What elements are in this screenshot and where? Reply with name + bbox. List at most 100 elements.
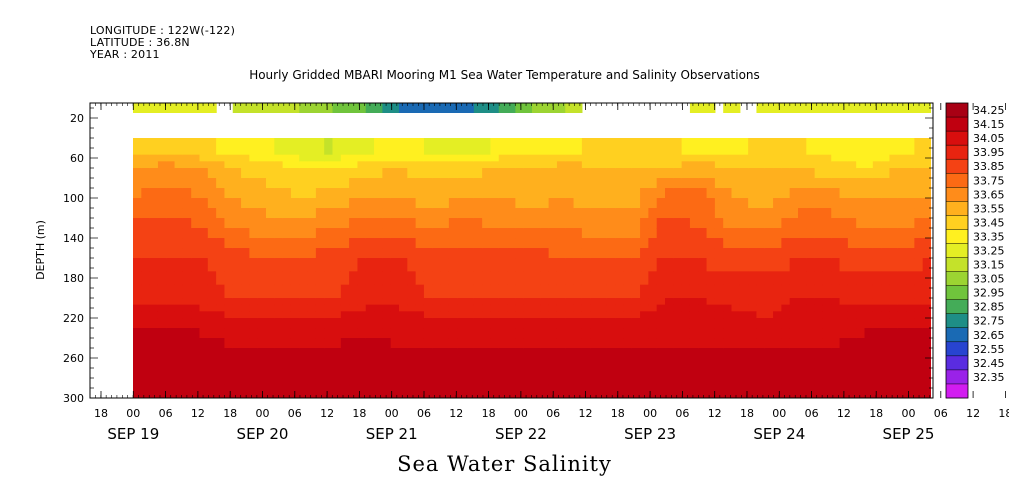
- heatmap-cell: [407, 178, 417, 189]
- heatmap-cell: [523, 368, 533, 379]
- heatmap-cell: [324, 178, 334, 189]
- heatmap-cell: [282, 103, 292, 113]
- heatmap-cell: [349, 298, 359, 306]
- heatmap-cell: [523, 168, 533, 179]
- heatmap-cell: [665, 384, 674, 392]
- heatmap-cell: [457, 384, 467, 392]
- heatmap-cell: [714, 311, 724, 319]
- heatmap-cell: [739, 161, 749, 169]
- heatmap-cell: [532, 258, 541, 272]
- heatmap-cell: [390, 228, 400, 239]
- heatmap-cell: [864, 248, 874, 259]
- heatmap-cell: [241, 384, 250, 392]
- heatmap-cell: [174, 328, 184, 339]
- heatmap-cell: [689, 188, 699, 199]
- heatmap-cell: [906, 208, 915, 219]
- heatmap-cell: [889, 198, 899, 209]
- heatmap-cell: [282, 311, 292, 319]
- heatmap-cell: [182, 228, 192, 239]
- heatmap-cell: [199, 271, 209, 286]
- heatmap-cell: [141, 138, 151, 156]
- heatmap-cell: [756, 391, 766, 398]
- heatmap-cell: [922, 178, 931, 189]
- heatmap-cell: [133, 161, 142, 169]
- heatmap-cell: [423, 218, 433, 229]
- heatmap-cell: [665, 208, 674, 219]
- heatmap-cell: [174, 348, 184, 359]
- heatmap-cell: [640, 161, 649, 169]
- heatmap-cell: [656, 168, 666, 179]
- heatmap-cell: [739, 318, 749, 329]
- heatmap-cell: [856, 228, 866, 239]
- heatmap-cell: [532, 208, 541, 219]
- heatmap-cell: [507, 218, 516, 229]
- heatmap-cell: [407, 318, 417, 329]
- heatmap-cell: [789, 248, 799, 259]
- heatmap-cell: [299, 103, 309, 113]
- heatmap-cell: [207, 338, 217, 349]
- heatmap-cell: [673, 304, 683, 312]
- heatmap-cell: [157, 248, 167, 259]
- heatmap-cell: [548, 161, 558, 169]
- heatmap-cell: [523, 208, 533, 219]
- heatmap-cell: [232, 208, 242, 219]
- colorbar-label: 34.05: [973, 132, 1005, 145]
- heatmap-cell: [232, 103, 242, 113]
- heatmap-cell: [532, 248, 541, 259]
- heatmap-cell: [781, 161, 791, 169]
- heatmap-cell: [648, 271, 658, 286]
- colorbar-swatch: [946, 131, 968, 146]
- heatmap-cell: [656, 161, 666, 169]
- heatmap-cell: [881, 358, 891, 369]
- heatmap-cell: [889, 284, 899, 299]
- heatmap-cell: [606, 338, 616, 349]
- heatmap-cell: [847, 161, 857, 169]
- heatmap-cell: [382, 161, 392, 169]
- heatmap-cell: [573, 368, 583, 379]
- heatmap-cell: [897, 328, 907, 339]
- heatmap-cell: [166, 188, 176, 199]
- heatmap-cell: [798, 328, 807, 339]
- heatmap-cell: [689, 368, 699, 379]
- heatmap-cell: [465, 161, 475, 169]
- heatmap-cell: [199, 161, 209, 169]
- heatmap-cell: [648, 161, 658, 169]
- heatmap-cell: [232, 198, 242, 209]
- heatmap-cell: [390, 138, 400, 156]
- heatmap-cell: [847, 348, 857, 359]
- heatmap-cell: [814, 218, 824, 229]
- heatmap-cell: [906, 238, 915, 249]
- heatmap-cell: [324, 154, 334, 162]
- heatmap-cell: [507, 168, 516, 179]
- heatmap-cell: [623, 154, 633, 162]
- heatmap-cell: [457, 161, 467, 169]
- heatmap-cell: [889, 368, 899, 379]
- heatmap-cell: [133, 258, 142, 272]
- heatmap-cell: [365, 178, 375, 189]
- heatmap-cell: [847, 178, 857, 189]
- heatmap-cell: [623, 384, 633, 392]
- heatmap-cell: [798, 338, 807, 349]
- heatmap-cell: [399, 161, 408, 169]
- x-tick-label: 18: [998, 407, 1009, 420]
- heatmap-cell: [457, 358, 467, 369]
- heatmap-cell: [590, 338, 600, 349]
- heatmap-cell: [174, 311, 184, 319]
- heatmap-cell: [756, 311, 766, 319]
- heatmap-cell: [290, 284, 300, 299]
- heatmap-cell: [349, 378, 359, 386]
- heatmap-cell: [523, 188, 533, 199]
- heatmap-cell: [457, 258, 467, 272]
- heatmap-cell: [340, 384, 350, 392]
- heatmap-cell: [133, 178, 142, 189]
- heatmap-cell: [249, 103, 259, 113]
- heatmap-cell: [598, 258, 608, 272]
- heatmap-cell: [615, 271, 625, 286]
- x-tick-label: 18: [869, 407, 883, 420]
- heatmap-cell: [157, 384, 167, 392]
- x-tick-label: 18: [352, 407, 366, 420]
- heatmap-cell: [698, 154, 708, 162]
- heatmap-cell: [232, 348, 242, 359]
- heatmap-cell: [133, 298, 142, 306]
- heatmap-cell: [714, 248, 724, 259]
